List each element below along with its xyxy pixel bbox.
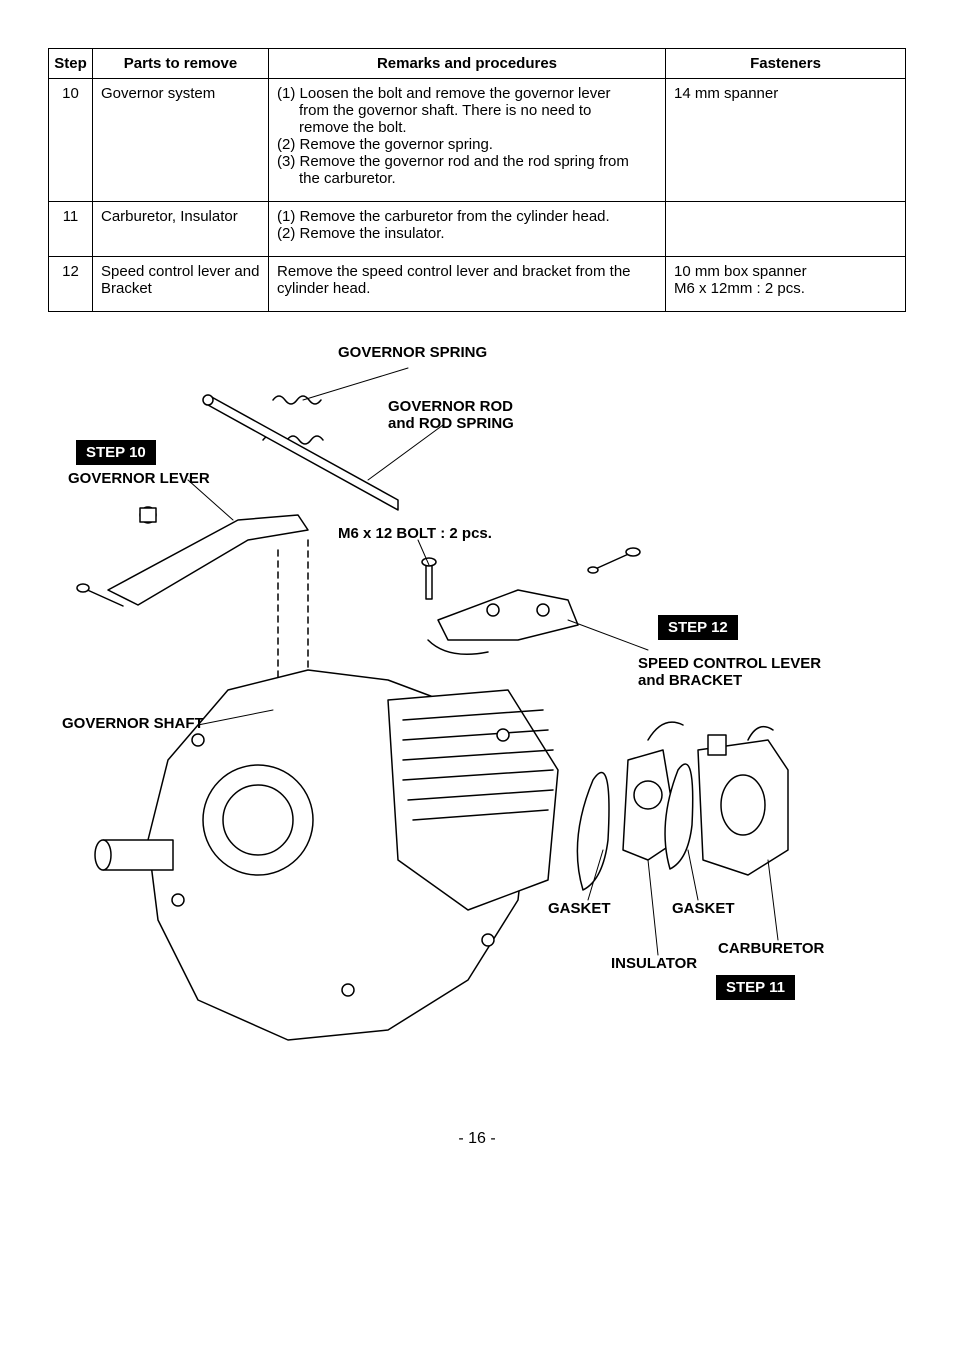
label-gasket-1: GASKET [548,900,611,918]
remark-num: (2) [277,136,295,153]
cell-step: 11 [49,202,93,257]
label-governor-rod-1: GOVERNOR ROD [388,398,513,416]
table-row: 10 Governor system (1) Loosen the bolt a… [49,79,906,202]
remark-num: (1) [277,85,295,102]
label-governor-lever: GOVERNOR LEVER [68,470,210,488]
label-insulator: INSULATOR [611,955,697,973]
label-gasket-2: GASKET [672,900,735,918]
remark-num: (3) [277,153,295,170]
col-parts: Parts to remove [93,49,269,79]
label-bolt: M6 x 12 BOLT : 2 pcs. [338,525,492,543]
label-scl-1: SPEED CONTROL LEVER [638,655,821,673]
step-badge-10: STEP 10 [76,440,156,465]
remark-text: Remove the insulator. [300,225,445,242]
remark-text: Remove the carburetor from the cylinder … [300,208,610,225]
col-step: Step [49,49,93,79]
page-number: - 16 - [48,1130,906,1148]
remark-text: Remove the governor spring. [300,136,493,153]
step-badge-12: STEP 12 [658,615,738,640]
remark-num: (1) [277,208,295,225]
remark-2: (2) Remove the insulator. [277,225,657,242]
cell-step: 12 [49,257,93,312]
cell-parts: Speed control lever and Bracket [93,257,269,312]
step-badge-11: STEP 11 [716,975,795,1000]
label-governor-rod-2: and ROD SPRING [388,415,514,433]
label-governor-spring: GOVERNOR SPRING [338,344,487,362]
cell-fasteners: 10 mm box spanner M6 x 12mm : 2 pcs. [666,257,906,312]
cell-remarks: (1) Loosen the bolt and remove the gover… [269,79,666,202]
cell-fasteners: 14 mm spanner [666,79,906,202]
remark-num: (2) [277,225,295,242]
remark-1: (1) Loosen the bolt and remove the gover… [277,85,657,102]
remark-1b: from the governor shaft. There is no nee… [277,102,657,119]
remark-2: (2) Remove the governor spring. [277,136,657,153]
remark-3: (3) Remove the governor rod and the rod … [277,153,657,170]
col-remarks: Remarks and procedures [269,49,666,79]
remark-1c: remove the bolt. [277,119,657,136]
procedures-table: Step Parts to remove Remarks and procedu… [48,48,906,312]
label-scl-2: and BRACKET [638,672,742,690]
cell-remarks: Remove the speed control lever and brack… [269,257,666,312]
cell-remarks: (1) Remove the carburetor from the cylin… [269,202,666,257]
cell-parts: Carburetor, Insulator [93,202,269,257]
table-row: 11 Carburetor, Insulator (1) Remove the … [49,202,906,257]
cell-parts: Governor system [93,79,269,202]
cell-step: 10 [49,79,93,202]
col-fast: Fasteners [666,49,906,79]
remark-1: (1) Remove the carburetor from the cylin… [277,208,657,225]
page: Step Parts to remove Remarks and procedu… [0,0,954,1188]
table-row: 12 Speed control lever and Bracket Remov… [49,257,906,312]
cell-fasteners [666,202,906,257]
exploded-diagram: STEP 10 STEP 12 STEP 11 GOVERNOR SPRING … [48,340,906,1060]
table-header-row: Step Parts to remove Remarks and procedu… [49,49,906,79]
label-carburetor: CARBURETOR [718,940,824,958]
label-governor-shaft: GOVERNOR SHAFT [62,715,204,733]
remark-3b: the carburetor. [277,170,657,187]
